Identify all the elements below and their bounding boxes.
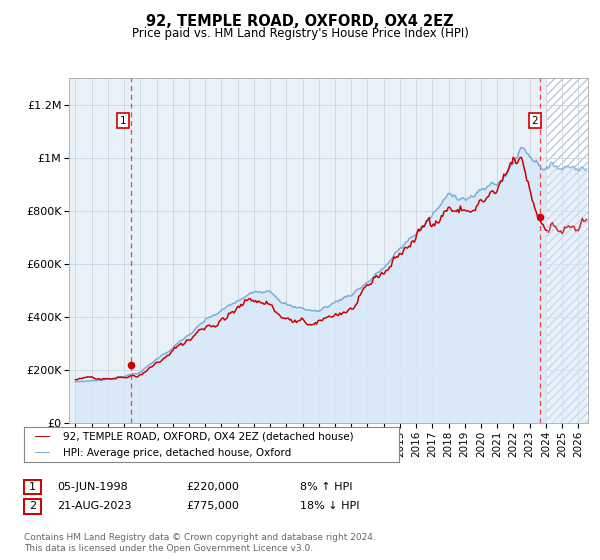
Text: 8% ↑ HPI: 8% ↑ HPI [300,482,353,492]
Text: 21-AUG-2023: 21-AUG-2023 [57,501,131,511]
Text: 1: 1 [29,482,36,492]
Text: 05-JUN-1998: 05-JUN-1998 [57,482,128,492]
Text: ——: —— [35,446,50,459]
Text: Contains HM Land Registry data © Crown copyright and database right 2024.
This d: Contains HM Land Registry data © Crown c… [24,533,376,553]
Text: Price paid vs. HM Land Registry's House Price Index (HPI): Price paid vs. HM Land Registry's House … [131,27,469,40]
Text: 2: 2 [29,501,36,511]
Text: £220,000: £220,000 [186,482,239,492]
Text: 92, TEMPLE ROAD, OXFORD, OX4 2EZ (detached house): 92, TEMPLE ROAD, OXFORD, OX4 2EZ (detach… [63,432,353,442]
Text: 18% ↓ HPI: 18% ↓ HPI [300,501,359,511]
Text: HPI: Average price, detached house, Oxford: HPI: Average price, detached house, Oxfo… [63,447,291,458]
Text: 2: 2 [532,116,538,126]
Text: 92, TEMPLE ROAD, OXFORD, OX4 2EZ: 92, TEMPLE ROAD, OXFORD, OX4 2EZ [146,14,454,29]
Text: ——: —— [35,430,50,443]
Text: 1: 1 [119,116,127,126]
Text: £775,000: £775,000 [186,501,239,511]
